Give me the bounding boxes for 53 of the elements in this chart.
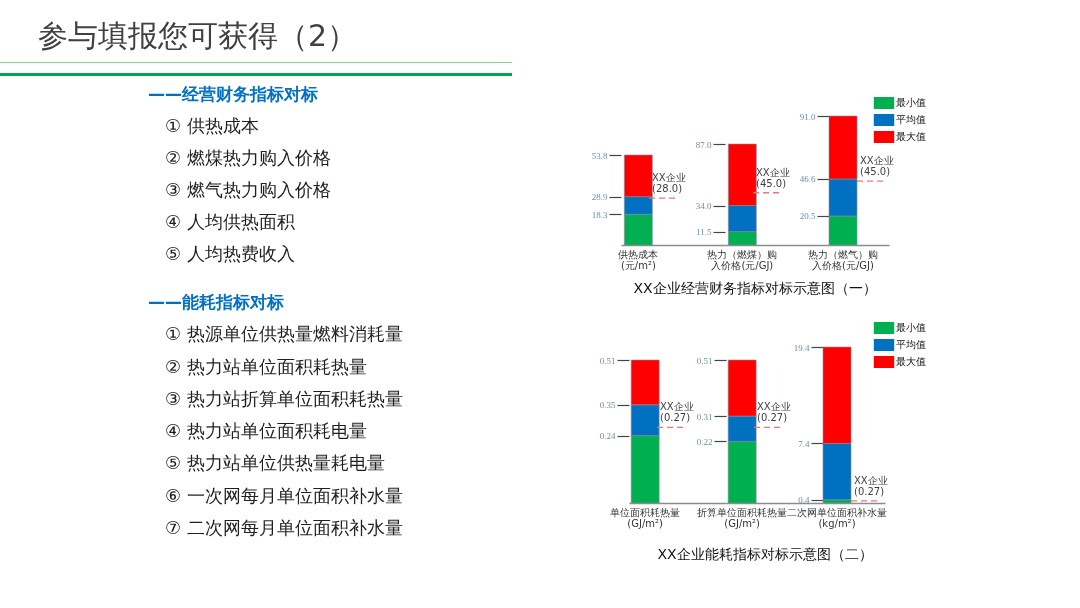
- x-tick-label: 热力（燃煤）购入价格(元/GJ): [707, 248, 778, 271]
- y-tick-label: 46.6: [799, 174, 816, 185]
- ref-line-label: XX企业 (45.0): [756, 166, 790, 189]
- text: ⑦ 二次网每月单位面积补水量: [164, 516, 403, 541]
- text: ③ 热力站折算单位面积耗热量: [164, 386, 403, 411]
- y-tick-label: 53.8: [591, 150, 608, 161]
- legend-label: 最小值: [896, 322, 926, 333]
- text: ——能耗指标对标: [148, 291, 285, 314]
- y-tick-label: 0.22: [696, 436, 713, 447]
- text: ② 燃煤热力购入价格: [164, 146, 331, 170]
- x-tick-label: 二次网单位面积补水量 (kg/m²): [787, 506, 887, 529]
- x-tick-label: 折算单位面积耗热量 (GJ/m²): [697, 506, 788, 529]
- text: ① 供热成本: [164, 114, 260, 138]
- y-tick-label: 0.35: [599, 400, 616, 411]
- y-tick-label: 7.4: [798, 438, 810, 449]
- y-tick-label: 0.31: [696, 411, 713, 422]
- text: ④ 人均供热面积: [164, 210, 296, 234]
- y-tick-label: 18.3: [591, 209, 608, 220]
- text: XX企业能耗指标对标示意图（二）: [657, 546, 873, 562]
- y-tick-label: 91.0: [799, 111, 816, 122]
- legend-label: 平均值: [896, 114, 926, 125]
- text: ⑥ 一次网每月单位面积补水量: [164, 483, 403, 508]
- legend-label: 最大值: [896, 131, 926, 142]
- text: 参与填报您可获得（2）: [38, 17, 358, 55]
- ref-line-label: XX企业 (0.27): [660, 401, 694, 424]
- ref-line-label: XX企业 (28.0): [652, 172, 686, 195]
- y-tick-label: 0.51: [599, 355, 616, 366]
- text: ⑤ 热力站单位供热量耗电量: [164, 451, 386, 476]
- x-tick-label: 单位面积耗热量 (GJ/m²): [610, 506, 681, 529]
- y-tick-label: 19.4: [793, 342, 810, 353]
- y-tick-label: 0.24: [599, 431, 616, 442]
- legend-label: 最大值: [896, 356, 926, 367]
- y-tick-label: 0.51: [696, 355, 713, 366]
- text: XX企业经营财务指标对标示意图（一）: [633, 280, 877, 296]
- x-tick-label: 热力（燃气）购入价格(元/GJ): [808, 248, 878, 271]
- y-tick-label: 34.0: [695, 201, 712, 212]
- legend-label: 最小值: [896, 97, 926, 108]
- ref-line-label: XX企业 (0.27): [757, 401, 791, 424]
- x-tick-label: 供热成本 (元/m²): [618, 248, 659, 271]
- y-tick-label: 87.0: [695, 139, 712, 150]
- text: ③ 燃气热力购入价格: [164, 178, 331, 202]
- text: ④ 热力站单位面积耗电量: [164, 419, 368, 444]
- y-tick-label: 20.5: [799, 211, 816, 222]
- y-tick-label: 28.9: [591, 192, 608, 203]
- ref-line-label: XX企业 (0.27): [854, 474, 888, 497]
- legend-label: 平均值: [896, 339, 926, 350]
- text: ② 热力站单位面积耗热量: [164, 354, 368, 379]
- text: ① 热源单位供热量燃料消耗量: [164, 322, 403, 347]
- text: ——经营财务指标对标: [148, 83, 319, 106]
- y-tick-label: 11.5: [696, 227, 712, 238]
- y-tick-label: 0.4: [798, 495, 810, 506]
- ref-line-label: XX企业 (45.0): [860, 155, 894, 178]
- text: ⑤ 人均热费收入: [164, 242, 296, 266]
